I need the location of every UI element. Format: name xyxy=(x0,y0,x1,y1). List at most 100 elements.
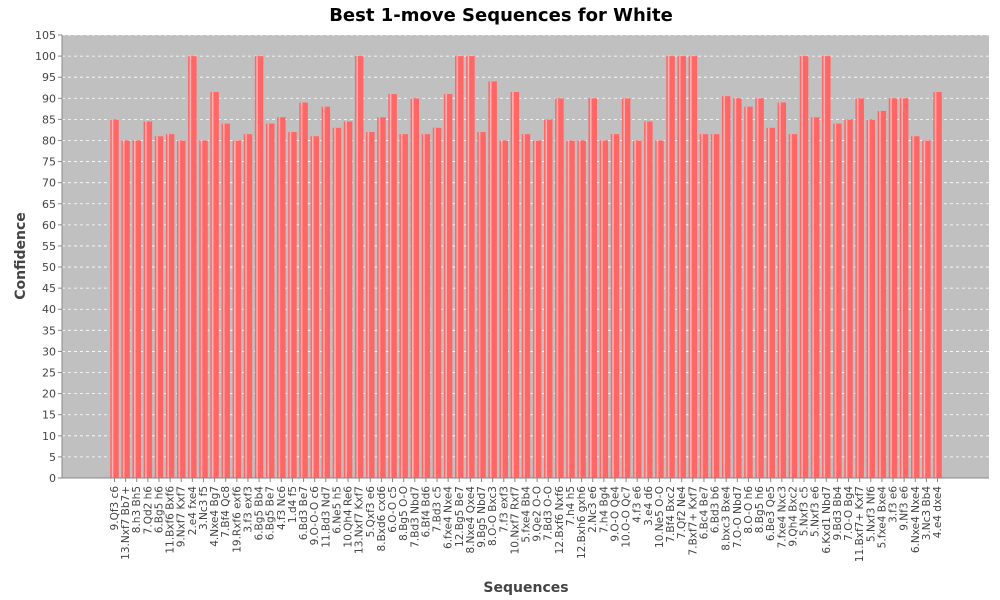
bar xyxy=(332,127,342,479)
x-tick-label: 3.f3 e6 xyxy=(888,486,900,523)
x-tick-label: 19.Rxf6 exf6 xyxy=(231,486,243,553)
x-tick-label: 13.Nxf7 Bb7+ xyxy=(120,486,132,560)
x-tick-label: 9.Qh4 Bxc2 xyxy=(787,486,799,547)
bar-highlight xyxy=(545,119,548,478)
x-tick-label: 5.Nxf3 Nf6 xyxy=(865,486,877,542)
x-tick-label: 7.Bxf7+ Kxf7 xyxy=(687,486,699,555)
x-tick-label: 6.Bc4 Be7 xyxy=(698,486,710,539)
x-tick-label: 11.Bd3 Nd7 xyxy=(320,486,332,548)
bar-highlight xyxy=(901,98,903,479)
bar xyxy=(366,132,375,479)
bar xyxy=(421,134,431,478)
x-tick-label: 6.Bg5 Bb4 xyxy=(254,486,266,541)
bar-highlight xyxy=(222,123,225,478)
bar-highlight xyxy=(501,140,503,478)
x-tick-label: 6.Kxd1 Nbd7 xyxy=(821,486,833,554)
bar xyxy=(911,136,920,478)
bar-highlight xyxy=(634,140,637,478)
x-tick-label: 5.Qxf3 e6 xyxy=(365,486,377,538)
bar xyxy=(555,98,564,479)
bar xyxy=(165,134,175,478)
bar-highlight xyxy=(667,56,670,478)
bar-highlight xyxy=(612,134,614,478)
bars xyxy=(110,56,942,479)
bar-highlight xyxy=(378,117,381,479)
bar-highlight xyxy=(412,98,414,479)
bar xyxy=(432,127,442,479)
bar-highlight xyxy=(334,127,336,479)
bar xyxy=(610,134,620,478)
bar xyxy=(132,140,141,478)
x-tick-label: 9.Qf3 c6 xyxy=(109,486,121,531)
bar xyxy=(933,91,942,478)
x-tick-label: 7.f3 exf3 xyxy=(498,486,510,533)
x-tick-label: 1.d4 f5 xyxy=(287,486,299,523)
x-tick-label: 7.Qd2 h6 xyxy=(142,486,154,535)
bar xyxy=(588,98,597,479)
x-tick-label: 8.O-O h6 xyxy=(743,486,755,534)
x-tick-label: 6.Bf4 Bd6 xyxy=(420,486,432,538)
bar xyxy=(621,98,631,479)
bar xyxy=(221,123,230,478)
bar xyxy=(543,119,553,478)
y-tick-label: 50 xyxy=(42,261,56,274)
bar xyxy=(766,127,775,479)
bar xyxy=(666,56,675,478)
x-tick-label: 5.Nxf3 c5 xyxy=(799,486,811,536)
x-tick-label: 6.Bd3 Be7 xyxy=(298,486,310,540)
bar xyxy=(721,96,731,478)
x-tick-label: 9.Bg5 Nbd7 xyxy=(476,486,488,548)
bar xyxy=(299,102,308,478)
bar-highlight xyxy=(278,117,281,479)
bar-highlight xyxy=(345,121,347,478)
y-tick-label: 45 xyxy=(42,282,56,295)
y-tick-label: 65 xyxy=(42,198,56,211)
x-tick-label: 4.f3 Nc6 xyxy=(276,486,288,530)
x-tick-label: 4.f3 e6 xyxy=(632,486,644,523)
y-tick-label: 95 xyxy=(42,71,56,84)
x-tick-label: 5.Nxf3 e6 xyxy=(810,486,822,537)
bar-highlight xyxy=(556,98,559,479)
x-tick-label: 3.Nc3 f5 xyxy=(198,486,210,530)
bar-highlight xyxy=(323,106,325,478)
x-tick-label: 8.Bg5 h6 xyxy=(754,486,766,534)
bar-highlight xyxy=(734,98,737,479)
x-tick-label: 6.Bg5 h6 xyxy=(153,486,165,534)
bar xyxy=(121,140,130,478)
x-tick-label: 7.Qf2 Ne4 xyxy=(676,486,688,539)
x-tick-label: 9.Bd3 Bb4 xyxy=(832,486,844,541)
bar xyxy=(455,56,464,478)
x-tick-label: 8.bxc3 Bxe4 xyxy=(721,486,733,551)
bar-highlight xyxy=(845,119,848,478)
bar xyxy=(744,106,753,478)
x-tick-label: 10.Ne5 O-O xyxy=(654,486,666,548)
x-tick-label: 9.Nxf7 Kxf7 xyxy=(176,486,188,547)
bar xyxy=(210,91,219,478)
x-tick-label: 7.O-O Bg4 xyxy=(843,486,855,541)
bar-highlight xyxy=(234,140,236,478)
bar xyxy=(321,106,331,478)
bar xyxy=(154,136,164,478)
bar-highlight xyxy=(356,56,359,478)
bar-highlight xyxy=(645,121,648,478)
y-tick-label: 90 xyxy=(42,92,56,105)
bar-highlight xyxy=(200,140,203,478)
bar xyxy=(466,56,475,478)
x-tick-label: 11.Bxf7+ Kxf7 xyxy=(854,486,866,562)
x-tick-label: 10.Nxf7 Rxf7 xyxy=(509,486,521,554)
x-tick-label: 8.Nxe4 Qxe4 xyxy=(465,486,477,554)
bar-highlight xyxy=(111,119,114,478)
x-tick-label: 9.Qe2 O-O xyxy=(532,486,544,542)
x-tick-label: 7.Bf4 Qc8 xyxy=(220,486,232,538)
bar xyxy=(176,140,186,478)
bar xyxy=(866,119,876,478)
bar-highlight xyxy=(289,132,292,479)
y-tick-label: 15 xyxy=(42,409,56,422)
bar-highlight xyxy=(623,98,625,479)
x-tick-label: 6.fxe4 Nxe4 xyxy=(443,486,455,549)
bar xyxy=(688,56,698,478)
bar xyxy=(577,140,586,478)
bar xyxy=(844,119,853,478)
bar-highlight xyxy=(456,56,459,478)
